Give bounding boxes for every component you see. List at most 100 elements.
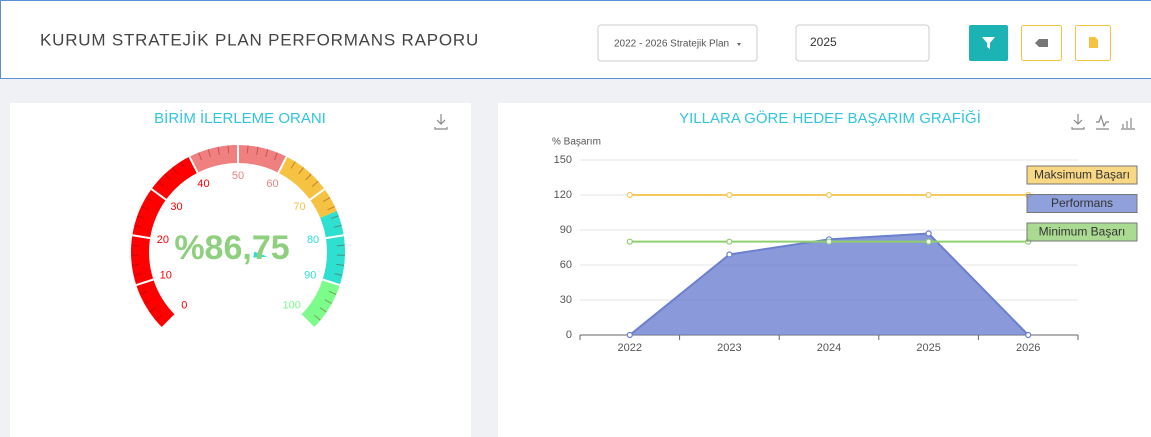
gauge-minor-tick	[322, 197, 331, 203]
line-chart: 0 30 60 90 120 150 2022 2023 2024 2025 2026 Maksimu…	[554, 154, 1138, 354]
gauge-tick-label: 50	[232, 170, 244, 182]
gauge-minor-tick	[133, 273, 142, 276]
y-tick-label: 150	[554, 154, 572, 166]
plan-select[interactable]	[597, 24, 758, 62]
gauge-minor-tick	[180, 161, 186, 169]
gauge-major-tick	[135, 278, 154, 287]
gauge-minor-tick	[265, 149, 269, 158]
gauge-minor-tick	[324, 299, 333, 304]
gauge-minor-tick	[319, 307, 327, 313]
x-tick-label: 2024	[817, 342, 841, 354]
export-icon	[1089, 37, 1098, 48]
gauge-minor-tick	[327, 205, 336, 211]
year-input-text: 2025	[810, 35, 837, 49]
data-point	[925, 230, 932, 237]
y-tick-label: 30	[560, 294, 572, 306]
gauge-tick-label: 40	[197, 178, 209, 190]
gauge-minor-tick	[134, 224, 143, 228]
gauge-band	[300, 279, 340, 328]
gauge-minor-tick	[149, 307, 157, 313]
gauge-minor-tick	[328, 290, 337, 295]
gauge-tick-label: 0	[181, 300, 187, 312]
gauge-minor-tick	[137, 215, 146, 219]
gauge-minor-tick	[246, 145, 249, 154]
y-tick-label: 60	[560, 259, 572, 271]
gauge-minor-tick	[336, 244, 345, 247]
gauge-tick-label: 90	[304, 269, 316, 281]
data-point	[626, 191, 633, 199]
gauge-minor-tick	[217, 146, 220, 155]
gauge-pointer	[253, 251, 268, 258]
filter-icon	[982, 37, 995, 49]
line-title: YILLARA GÖRE HEDEF BAŞARIM GRAFİĞİ	[679, 109, 981, 127]
gauge-minor-tick	[227, 145, 230, 154]
data-point	[626, 331, 633, 339]
gauge-minor-tick	[298, 167, 304, 175]
gauge-tick-label: 60	[266, 178, 278, 190]
gauge-major-tick	[150, 188, 167, 201]
legend-box	[1026, 222, 1138, 242]
gauge-major-tick	[322, 278, 341, 287]
gauge-minor-tick	[290, 161, 296, 169]
data-point	[626, 238, 633, 245]
x-tick-label: 2026	[1016, 342, 1040, 354]
y-tick-label: 120	[554, 189, 572, 201]
gauge-major-tick	[309, 188, 326, 201]
gauge-minor-tick	[139, 290, 148, 295]
gauge-minor-tick	[336, 263, 345, 266]
gauge-minor-tick	[164, 173, 171, 181]
gauge-minor-tick	[140, 205, 149, 211]
toolbox-icons[interactable]	[1071, 114, 1135, 130]
gauge-minor-tick	[256, 146, 259, 155]
gauge-major-tick	[300, 314, 315, 329]
y-tick-label: 90	[560, 224, 572, 236]
gauge-minor-tick	[157, 180, 165, 187]
gauge-minor-tick	[334, 273, 343, 276]
data-point	[726, 251, 733, 258]
gauge-major-tick	[132, 234, 151, 240]
y-tick-label: 0	[566, 329, 572, 341]
year-input[interactable]	[795, 24, 930, 62]
gauge-major-tick	[277, 156, 288, 174]
gauge-minor-tick	[131, 244, 140, 247]
data-point	[925, 191, 932, 199]
gauge-minor-tick	[330, 215, 339, 219]
gauge-minor-tick	[207, 149, 211, 158]
select-caret	[737, 43, 741, 46]
legend-label: Performans	[1051, 196, 1113, 210]
gauge-major-tick	[188, 156, 199, 174]
plan-select-text: 2022 - 2026 Stratejik Plan	[614, 39, 729, 50]
x-tick-label: 2023	[717, 342, 741, 354]
legend-label: Minimum Başarı	[1039, 225, 1126, 239]
data-point	[726, 238, 733, 245]
gauge-tick-label: 70	[293, 201, 305, 213]
gauge-minor-tick	[313, 314, 321, 321]
clear-icon	[1035, 39, 1048, 47]
gauge-major-tick	[161, 314, 176, 329]
gauge-minor-tick	[131, 263, 140, 266]
gauge-tick-label: 20	[157, 234, 169, 246]
gauge-band	[320, 211, 346, 286]
gauge-minor-tick	[145, 197, 154, 203]
data-point	[925, 238, 932, 245]
gauge-minor-tick	[311, 180, 319, 187]
gauge-minor-tick	[305, 173, 312, 181]
data-point	[825, 191, 833, 199]
gauge-title: BİRİM İLERLEME ORANI	[154, 109, 326, 127]
gauge-minor-tick	[333, 224, 342, 228]
x-tick-label: 2025	[916, 342, 940, 354]
gauge-tick-label: 100	[283, 300, 301, 312]
y-axis-label: % Başarım	[552, 137, 601, 148]
legend-label: Maksimum Başarı	[1034, 168, 1130, 182]
page-title: KURUM STRATEJİK PLAN PERFORMANS RAPORU	[40, 30, 479, 49]
data-point	[1025, 331, 1032, 339]
gauge: 0 10 20 30 40 50 60 70 80 90 100 %86,75	[130, 145, 346, 329]
download-icon[interactable]	[434, 114, 448, 130]
gauge-minor-tick	[143, 299, 152, 304]
legend-box	[1026, 165, 1138, 185]
area-fill	[629, 233, 1029, 335]
gauge-tick-label: 30	[170, 201, 182, 213]
gauge-band	[278, 156, 337, 218]
